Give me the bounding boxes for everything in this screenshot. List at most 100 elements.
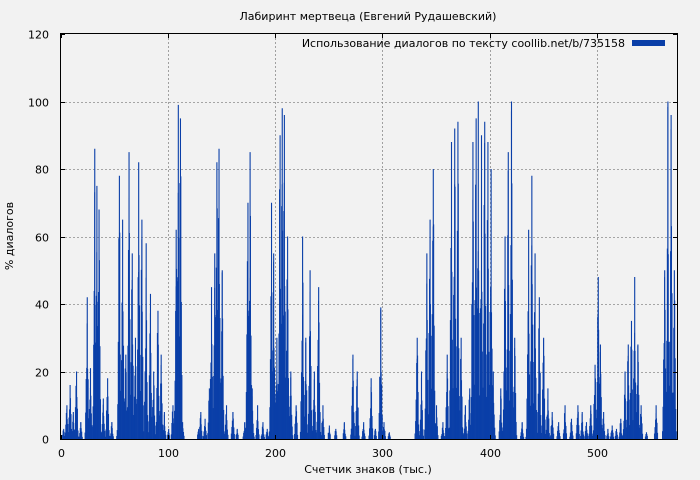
bar	[243, 432, 245, 439]
bar	[546, 416, 548, 439]
bar	[148, 375, 150, 439]
bar	[628, 399, 630, 439]
bar	[455, 318, 457, 439]
bar	[215, 267, 217, 439]
bar	[165, 434, 167, 439]
bar	[134, 375, 136, 439]
bar-peak	[153, 371, 155, 439]
bar	[635, 412, 637, 439]
bar-peak	[352, 354, 354, 440]
bar	[221, 331, 223, 439]
bar	[303, 416, 305, 439]
bar	[183, 435, 185, 439]
bar	[315, 432, 317, 439]
bar	[258, 434, 260, 439]
bar	[588, 433, 590, 439]
bar	[485, 306, 487, 439]
bar-peak	[63, 428, 65, 440]
bar	[610, 436, 611, 439]
bar	[432, 240, 434, 439]
bar	[672, 392, 674, 439]
bar	[668, 342, 670, 439]
bar-peak	[96, 185, 98, 440]
bar	[140, 269, 142, 439]
bar	[662, 431, 663, 439]
bar-peak	[487, 142, 489, 439]
bar	[635, 382, 637, 439]
bar	[77, 408, 78, 439]
bar	[622, 436, 624, 439]
bar	[441, 427, 443, 439]
bar	[542, 389, 543, 439]
bar-peak	[182, 422, 184, 440]
legend-label: Использование диалогов по тексту coollib…	[302, 37, 625, 50]
bar-peak	[469, 388, 471, 440]
bar	[300, 372, 302, 439]
bar	[310, 366, 312, 439]
bar	[71, 428, 73, 439]
bar-peak	[168, 428, 170, 440]
bar	[81, 436, 83, 439]
bar	[480, 299, 482, 439]
bar	[379, 377, 381, 439]
bar	[79, 433, 81, 439]
bar-peak	[244, 422, 246, 440]
bar	[110, 426, 112, 439]
bar	[450, 247, 452, 439]
bar	[602, 418, 604, 439]
bar	[468, 419, 469, 439]
bar	[147, 415, 149, 439]
bar	[92, 406, 94, 439]
bar-peak	[460, 337, 462, 439]
bar-peak	[343, 422, 345, 440]
bar	[502, 427, 504, 439]
bar	[145, 348, 146, 439]
bar	[263, 434, 265, 439]
bar	[74, 429, 76, 439]
bar	[585, 425, 587, 439]
bar-peak	[603, 412, 605, 439]
bar	[460, 358, 461, 439]
bar	[220, 382, 221, 439]
bar	[268, 431, 270, 439]
bar	[118, 238, 120, 439]
bar	[647, 435, 648, 439]
bar	[354, 435, 356, 439]
bar	[653, 433, 655, 439]
bar	[423, 435, 424, 439]
bar	[215, 317, 217, 439]
bar	[152, 407, 153, 439]
bar	[256, 420, 258, 439]
bar-peak	[664, 270, 666, 439]
bar	[470, 397, 472, 439]
bar-peak	[141, 219, 143, 439]
bar	[104, 431, 106, 439]
bar	[483, 323, 484, 439]
bar	[593, 395, 595, 439]
bar	[296, 422, 298, 439]
bar	[85, 412, 86, 439]
bar-peak	[464, 405, 466, 439]
bar	[84, 432, 86, 439]
bar	[74, 407, 76, 439]
plot-frame	[60, 33, 678, 440]
bar	[379, 376, 381, 439]
bar	[669, 341, 671, 439]
bar	[381, 384, 383, 439]
bar	[261, 434, 263, 439]
bar	[520, 435, 521, 439]
bar	[169, 435, 171, 439]
bar	[148, 421, 150, 439]
bar	[319, 382, 321, 439]
bar	[468, 399, 470, 439]
bar	[183, 431, 185, 439]
bar	[289, 416, 291, 439]
bar	[95, 342, 97, 439]
bar	[255, 435, 257, 439]
bar	[110, 433, 112, 439]
bar-peak	[594, 364, 596, 439]
bar	[549, 436, 551, 439]
bar	[559, 436, 561, 439]
bar	[86, 367, 88, 439]
